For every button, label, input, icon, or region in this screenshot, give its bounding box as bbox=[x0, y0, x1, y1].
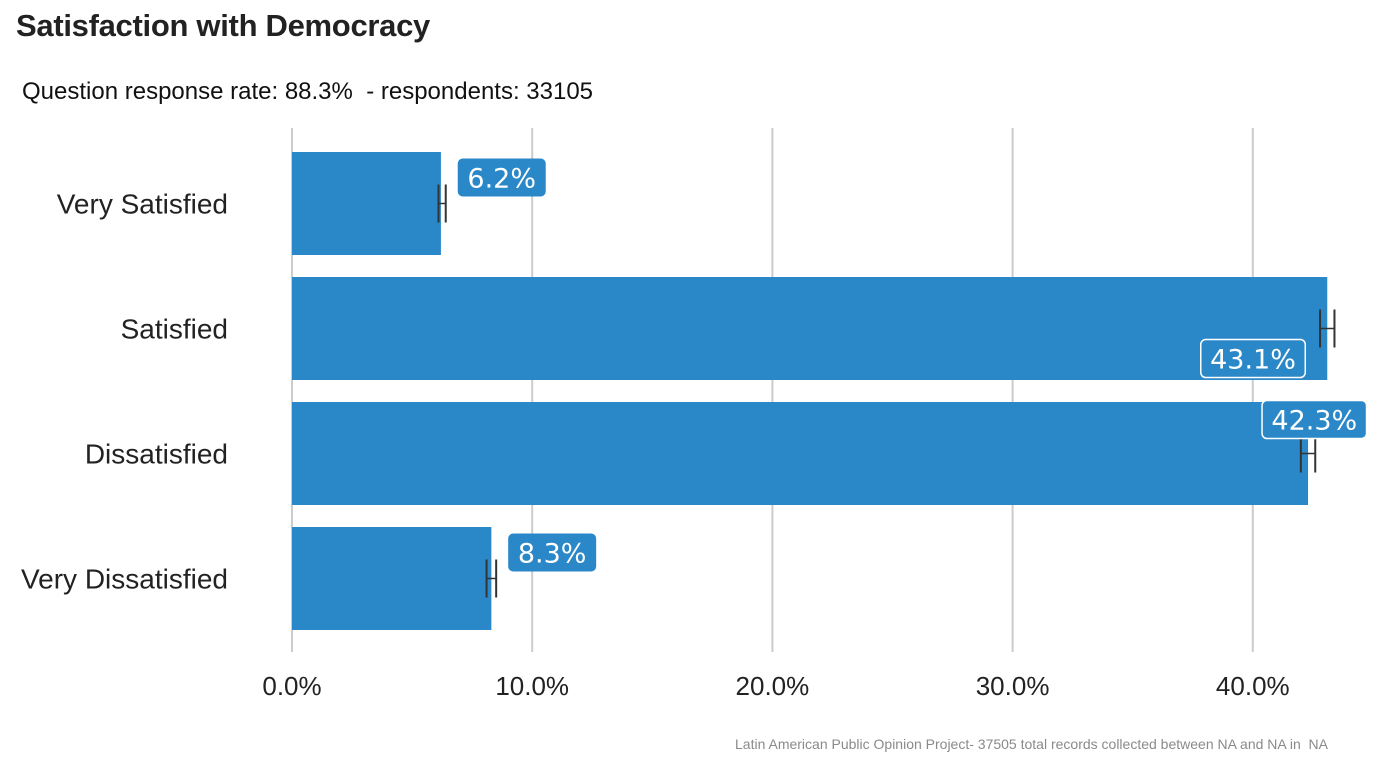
category-label: Dissatisfied bbox=[85, 439, 228, 470]
error-bars bbox=[437, 184, 1336, 598]
data-label-text: 8.3% bbox=[518, 539, 587, 570]
data-label: 8.3% bbox=[508, 533, 597, 572]
x-tick-label: 30.0% bbox=[976, 671, 1050, 701]
data-label: 43.1% bbox=[1200, 338, 1307, 379]
x-tick-label: 0.0% bbox=[262, 671, 321, 701]
data-label-box bbox=[1200, 338, 1307, 379]
data-label-box bbox=[508, 533, 597, 572]
data-label-box bbox=[457, 158, 546, 197]
bar bbox=[292, 402, 1309, 505]
data-label-text: 43.1% bbox=[1210, 345, 1296, 376]
chart-title: Satisfaction with Democracy bbox=[16, 8, 430, 43]
source-caption: Latin American Public Opinion Project- 3… bbox=[735, 736, 1328, 752]
data-label: 6.2% bbox=[457, 158, 546, 197]
category-labels: Very Satisfied Satisfied Dissatisfied Very … bbox=[21, 189, 228, 595]
data-label-text: 42.3% bbox=[1271, 406, 1357, 437]
data-label-box bbox=[1261, 399, 1368, 440]
category-label: Very Dissatisfied bbox=[21, 564, 228, 595]
x-tick-labels: 0.0% 10.0% 20.0% 30.0% 40.0% bbox=[262, 671, 1289, 701]
bar bbox=[292, 277, 1328, 380]
bar bbox=[292, 152, 441, 255]
category-label: Very Satisfied bbox=[57, 189, 228, 220]
x-tick-label: 40.0% bbox=[1216, 671, 1290, 701]
x-tick-label: 10.0% bbox=[495, 671, 569, 701]
data-labels: 6.2% 43.1% 42.3% 8.3% bbox=[457, 158, 1368, 572]
x-tick-label: 20.0% bbox=[736, 671, 810, 701]
data-label: 42.3% bbox=[1261, 399, 1368, 440]
bar bbox=[292, 527, 492, 630]
chart-subtitle: Question response rate: 88.3% - responde… bbox=[22, 78, 594, 105]
category-label: Satisfied bbox=[121, 314, 228, 345]
data-label-text: 6.2% bbox=[467, 164, 536, 195]
bars bbox=[292, 152, 1328, 630]
